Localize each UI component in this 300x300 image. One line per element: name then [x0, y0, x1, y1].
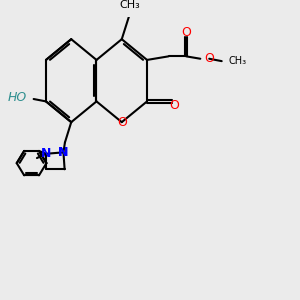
Text: O: O: [181, 26, 191, 39]
Text: O: O: [117, 116, 127, 129]
Text: N: N: [58, 146, 69, 159]
Text: HO: HO: [8, 91, 27, 104]
Text: N: N: [58, 146, 69, 159]
Text: CH₃: CH₃: [119, 0, 140, 10]
Text: CH₃: CH₃: [228, 56, 246, 66]
Text: N: N: [41, 147, 51, 160]
Text: O: O: [169, 99, 179, 112]
Text: O: O: [204, 52, 214, 65]
